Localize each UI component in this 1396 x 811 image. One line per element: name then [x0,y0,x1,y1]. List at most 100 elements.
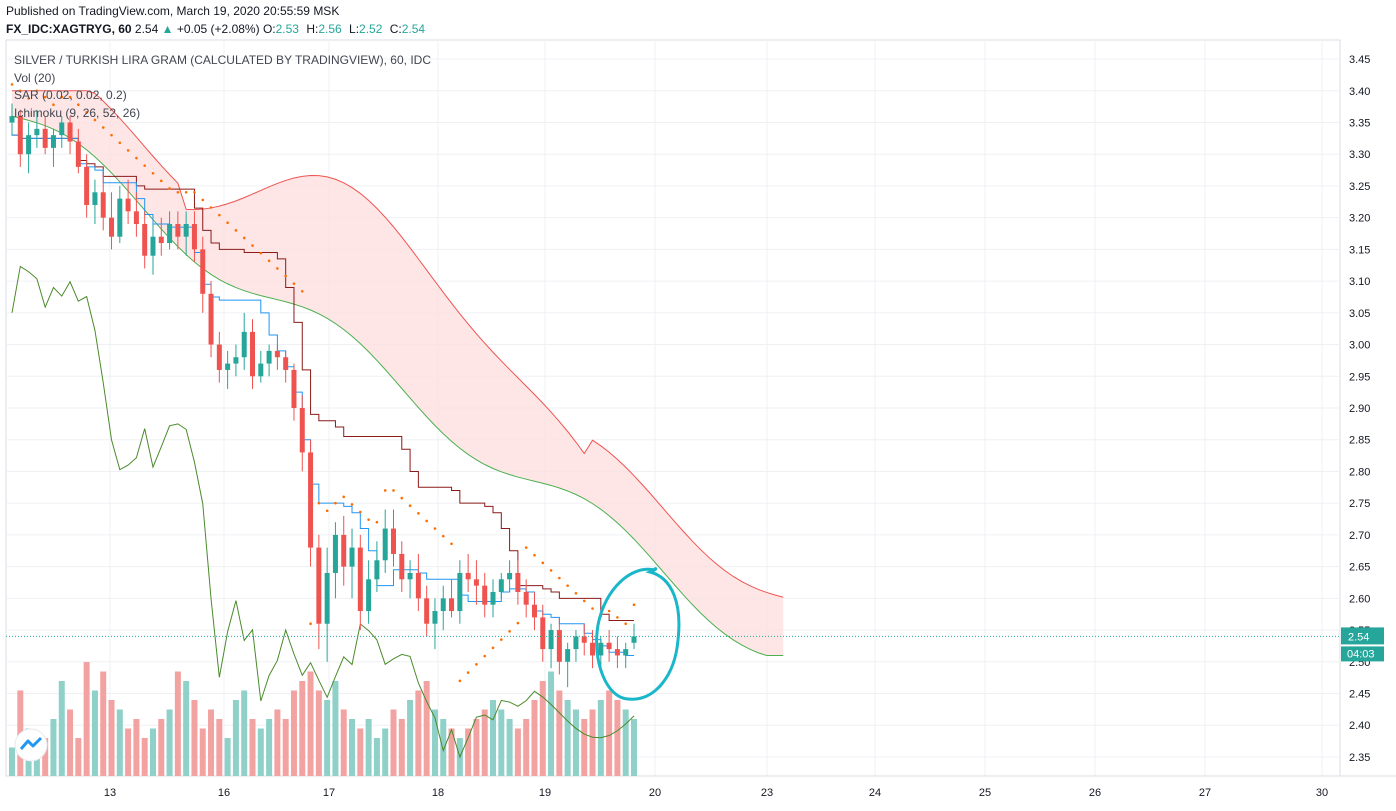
volume-bar [398,719,405,776]
sar-dot [450,542,453,546]
sar-dot [616,616,619,619]
y-tick-label: 3.25 [1349,181,1370,193]
candle-body [109,217,115,237]
volume-bar [108,700,115,776]
candle-body [9,116,15,123]
sar-dot [300,289,304,293]
sar-dot [566,584,569,587]
high-value: 2.56 [318,22,342,36]
symbol-line: FX_IDC:XAGTRYG, 60 2.54 ▲ +0.05 (+2.08%)… [6,21,429,37]
sar-dot [549,569,553,572]
candle-body [291,369,297,408]
volume-bar [324,700,331,776]
candle-body [42,128,48,148]
open-value: 2.53 [275,22,299,36]
legend-sar[interactable]: SAR (0.02, 0.02, 0.2) [14,88,127,102]
volume-bar [100,671,107,776]
candle-body [548,630,554,650]
y-tick-label: 2.95 [1349,371,1370,383]
volume-bar [390,709,397,776]
candle-body [349,547,355,567]
candle-body [507,572,513,580]
volume-bar [465,728,472,776]
candle-body [449,598,455,612]
candle-body [150,236,156,256]
sar-dot [259,251,263,255]
candle-body [142,224,148,256]
sar-dot [151,171,155,175]
candle-body [308,452,314,548]
candle-body [473,579,479,586]
candle-body [366,579,372,612]
last-price: 2.54 [134,22,159,36]
sar-dot [533,553,536,557]
candle-body [250,331,256,377]
sar-dot [491,646,495,650]
y-tick-label: 2.35 [1349,752,1370,764]
sar-dot [508,630,511,633]
volume-bar [9,747,15,776]
sar-dot [159,179,163,183]
y-tick-label: 2.60 [1349,593,1370,605]
sar-dot [209,206,213,209]
ichimoku-chikou [11,265,635,759]
sar-dot [101,126,105,129]
sar-dot [85,111,88,114]
candle-body [266,350,272,364]
candle-body [216,344,222,370]
sar-dot [68,95,72,99]
candle-body [590,642,596,656]
header: Published on TradingView.com, March 19, … [6,3,429,37]
legend-ichimoku[interactable]: Ichimoku (9, 26, 52, 26) [14,105,141,120]
volume-bar [539,681,546,776]
y-tick-label: 2.75 [1349,498,1370,510]
sar-dot [242,236,246,240]
candle-body [515,572,521,592]
sar-dot [276,267,279,270]
y-tick-label: 2.70 [1349,530,1370,542]
candle-body [316,547,322,624]
chart-title[interactable]: SILVER / TURKISH LIRA GRAM (CALCULATED B… [14,53,431,67]
sar-dot [524,546,528,549]
logo-mark [19,736,43,750]
candle-body [399,553,405,580]
sar-dot [632,603,636,606]
candle-body [531,604,537,618]
sar-dot [425,519,428,523]
candle-body [614,649,620,656]
x-tick-label: 23 [761,787,773,799]
candle-body [67,122,73,142]
candle-body [523,592,529,605]
sar-dot [441,534,445,538]
symbol[interactable]: FX_IDC:XAGTRYG, 60 [6,22,132,36]
candle-body [390,528,396,554]
x-tick-label: 19 [539,787,551,799]
legend-volume[interactable]: Vol (20) [14,70,56,85]
x-tick-label: 16 [218,787,230,799]
volume-bar [407,700,414,776]
volume-bar [149,728,156,776]
volume-bar [373,738,380,776]
volume-bar [33,757,40,776]
y-tick-label: 3.45 [1349,54,1370,66]
sar-dot [458,679,462,683]
sar-dot [143,164,146,167]
sar-dot [483,654,487,658]
candle-body [17,116,23,155]
volume-bar [448,728,455,776]
sar-dot [383,489,387,492]
volume-bar [216,719,223,776]
candle-body [332,534,338,573]
sar-dot [558,576,561,580]
candle-body [440,598,446,612]
volume-bar [307,671,314,776]
sar-dot [176,190,180,194]
volume-bar [191,700,198,776]
candle-body [208,293,214,345]
candle-body [598,642,604,656]
volume-bar [498,709,505,776]
sar-dot [35,89,39,93]
candle-body [498,579,504,592]
x-tick-label: 25 [979,787,991,799]
